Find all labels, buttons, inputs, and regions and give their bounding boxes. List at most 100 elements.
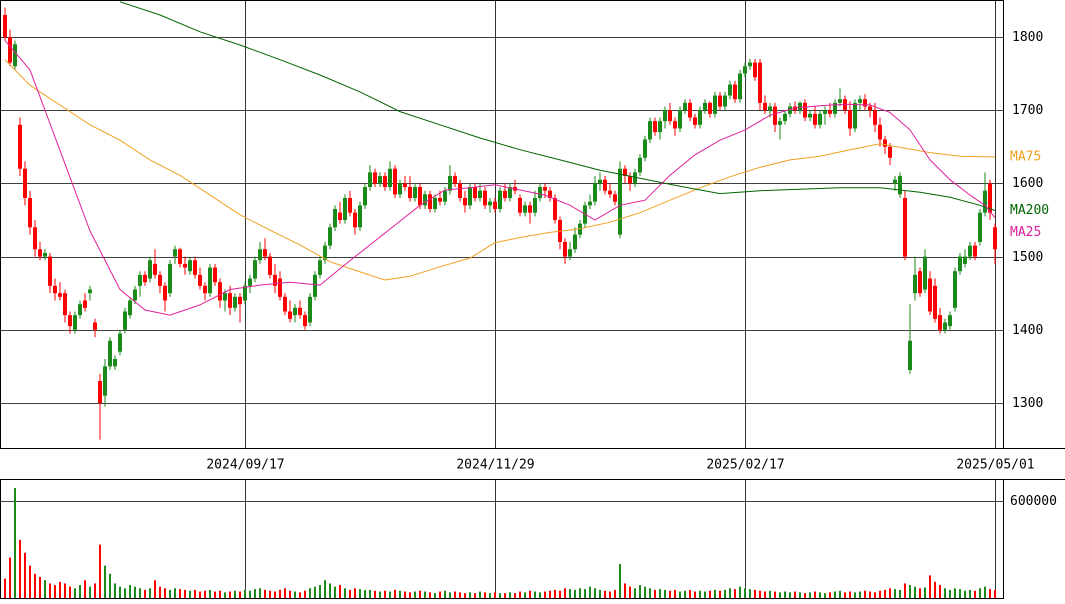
volume-bar — [619, 564, 621, 598]
candle-body — [78, 304, 82, 316]
volume-bar — [684, 590, 686, 598]
volume-bar — [424, 591, 426, 598]
volume-bar — [874, 592, 876, 598]
candle-body — [818, 113, 822, 125]
volume-bar — [344, 588, 346, 598]
volume-bar — [854, 592, 856, 598]
x-tick-label: 2025/05/01 — [956, 458, 1034, 473]
volume-bar — [329, 583, 331, 598]
volume-bar — [169, 589, 171, 598]
legend-label: MA25 — [1010, 225, 1041, 240]
candle-body — [538, 187, 542, 199]
candle-body — [968, 245, 972, 257]
y-tick-label: 1700 — [1012, 103, 1043, 118]
volume-bar — [624, 583, 626, 598]
volume-bar — [959, 589, 961, 598]
candle-body — [673, 121, 677, 129]
candle-body — [798, 102, 802, 111]
volume-bar — [669, 590, 671, 598]
candle-body — [353, 212, 357, 228]
candle-body — [623, 168, 627, 177]
volume-bar — [804, 593, 806, 598]
candle-body — [863, 99, 867, 107]
volume-bar — [234, 590, 236, 598]
volume-bar — [859, 591, 861, 598]
volume-bar — [109, 573, 111, 598]
candle-body — [343, 198, 347, 220]
ma-line — [4, 40, 996, 316]
volume-bar — [119, 586, 121, 598]
candle-body — [263, 249, 267, 257]
candle-body — [283, 296, 287, 312]
candle-body — [318, 260, 322, 275]
candle-body — [313, 274, 317, 297]
candle-body — [918, 271, 922, 294]
candle-body — [128, 300, 132, 316]
volume-bar — [784, 591, 786, 598]
volume-bar — [434, 593, 436, 598]
volume-bar — [379, 591, 381, 598]
volume-bar — [789, 592, 791, 598]
volume-bar — [94, 583, 96, 598]
volume-bar — [349, 589, 351, 598]
volume-bar — [869, 591, 871, 598]
volume-bar — [134, 586, 136, 598]
volume-bar — [369, 589, 371, 598]
volume-bar — [879, 590, 881, 598]
volume-bar — [554, 589, 556, 598]
candle-body — [218, 282, 222, 301]
volume-bar — [749, 589, 751, 598]
volume-bar — [279, 589, 281, 598]
volume-bar — [174, 588, 176, 598]
candle-body — [93, 322, 97, 330]
candle-body — [328, 227, 332, 246]
volume-bar — [984, 586, 986, 598]
candle-body — [883, 139, 887, 147]
candle-body — [838, 99, 842, 103]
volume-bar — [864, 590, 866, 598]
candle-body — [983, 190, 987, 213]
volume-bar — [19, 539, 21, 598]
volume-bar — [129, 585, 131, 598]
volume-bar — [104, 565, 106, 598]
volume-bar — [219, 590, 221, 598]
ma-line — [119, 1, 996, 211]
candle-body — [618, 168, 622, 235]
candle-body — [953, 271, 957, 308]
volume-bar — [914, 586, 916, 598]
volume-bar — [34, 573, 36, 598]
volume-bar — [849, 591, 851, 598]
volume-bar — [44, 580, 46, 598]
candle-body — [588, 201, 592, 206]
volume-bar — [154, 580, 156, 598]
candle-body — [758, 62, 762, 103]
volume-bar — [124, 588, 126, 598]
candle-body — [683, 102, 687, 111]
volume-bar — [834, 591, 836, 598]
candle-body — [158, 274, 162, 286]
volume-bar — [739, 586, 741, 598]
candle-body — [298, 307, 302, 316]
volume-bar — [814, 591, 816, 598]
volume-bar — [744, 588, 746, 598]
candle-body — [508, 187, 512, 199]
y-tick-label: 1300 — [1012, 396, 1043, 411]
candle-body — [633, 172, 637, 184]
ma-line — [4, 59, 996, 281]
candle-body — [398, 183, 402, 195]
candle-body — [643, 139, 647, 158]
price-frame — [0, 0, 1004, 449]
candle-body — [533, 198, 537, 213]
candle-body — [548, 190, 552, 199]
volume-bar — [524, 592, 526, 598]
candle-body — [358, 205, 362, 228]
volume-bar — [49, 583, 51, 598]
volume-bar — [509, 592, 511, 598]
candle-body — [823, 110, 827, 114]
candle-body — [253, 260, 257, 279]
candle-body — [143, 274, 147, 283]
volume-bar — [74, 588, 76, 598]
volume-bar — [189, 590, 191, 598]
candle-body — [873, 110, 877, 125]
candle-body — [293, 307, 297, 316]
